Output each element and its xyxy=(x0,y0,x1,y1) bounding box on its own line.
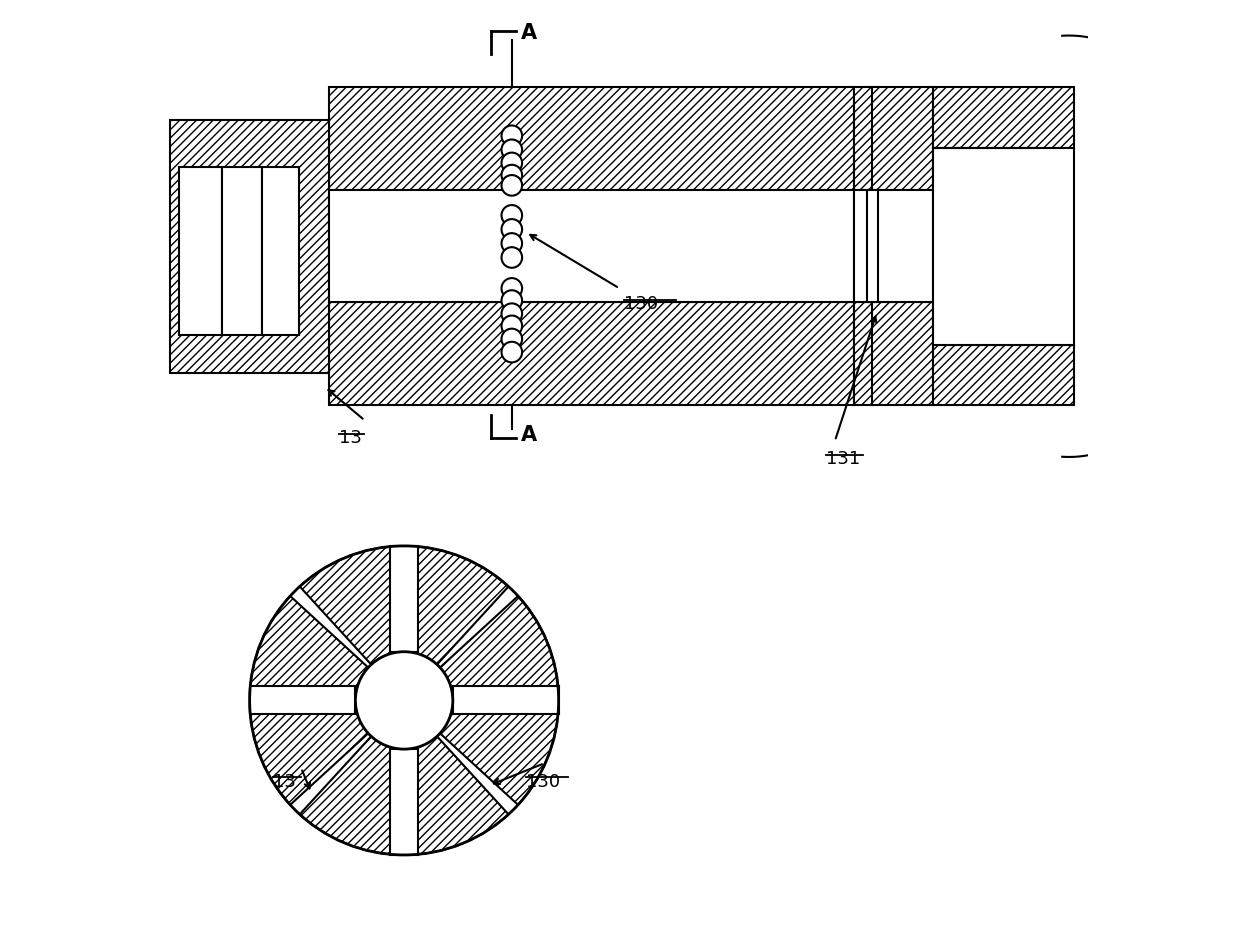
Text: 13: 13 xyxy=(273,772,296,790)
Wedge shape xyxy=(300,737,401,854)
Polygon shape xyxy=(933,345,1074,405)
Circle shape xyxy=(502,219,522,239)
Circle shape xyxy=(502,233,522,253)
Wedge shape xyxy=(250,596,368,698)
Circle shape xyxy=(502,139,522,160)
Polygon shape xyxy=(170,120,330,373)
Wedge shape xyxy=(440,703,559,804)
Circle shape xyxy=(502,175,522,196)
Wedge shape xyxy=(440,596,559,698)
Wedge shape xyxy=(406,546,508,664)
Polygon shape xyxy=(261,167,300,335)
Circle shape xyxy=(502,278,522,299)
Polygon shape xyxy=(180,167,222,335)
Wedge shape xyxy=(406,737,508,854)
Text: 130: 130 xyxy=(624,295,658,313)
Circle shape xyxy=(502,342,522,363)
Polygon shape xyxy=(854,190,933,302)
Circle shape xyxy=(502,165,522,186)
Circle shape xyxy=(502,125,522,146)
Circle shape xyxy=(502,303,522,324)
Text: 130: 130 xyxy=(525,772,560,790)
Polygon shape xyxy=(390,749,419,855)
Circle shape xyxy=(356,652,452,749)
Polygon shape xyxy=(222,167,261,335)
Circle shape xyxy=(502,205,522,226)
Polygon shape xyxy=(330,302,854,405)
Text: A: A xyxy=(522,23,538,42)
Circle shape xyxy=(502,316,522,336)
Polygon shape xyxy=(867,190,878,302)
Text: 13: 13 xyxy=(338,429,362,447)
Polygon shape xyxy=(933,87,1074,148)
Polygon shape xyxy=(933,148,1074,345)
Wedge shape xyxy=(250,703,368,804)
Polygon shape xyxy=(249,687,356,714)
Polygon shape xyxy=(854,87,933,190)
Circle shape xyxy=(502,247,522,268)
Polygon shape xyxy=(452,687,559,714)
Text: A: A xyxy=(522,426,538,446)
Text: 131: 131 xyxy=(825,450,860,468)
Polygon shape xyxy=(330,87,854,190)
Circle shape xyxy=(502,329,522,349)
Polygon shape xyxy=(390,546,419,652)
Wedge shape xyxy=(300,546,401,664)
Circle shape xyxy=(502,290,522,311)
Polygon shape xyxy=(330,190,854,302)
Circle shape xyxy=(502,153,522,173)
Polygon shape xyxy=(854,302,933,405)
